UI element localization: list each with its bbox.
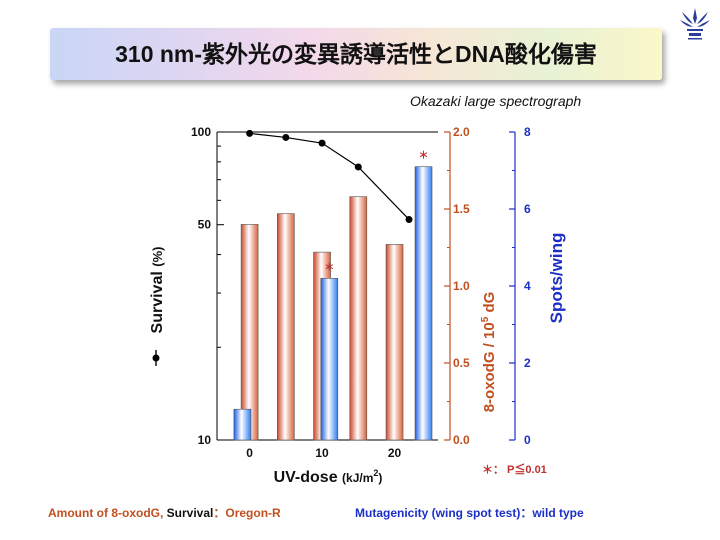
spots-bar	[414, 166, 433, 441]
source-note: Okazaki large spectrograph	[410, 93, 582, 109]
line-layer	[246, 129, 413, 223]
survival-point	[246, 129, 254, 137]
footer-right: Mutagenicity (wing spot test)：wild type	[355, 506, 584, 520]
slide-title: 310 nm-紫外光の変異誘導活性とDNA酸化傷害	[115, 41, 597, 67]
left-axis-label-group: Survival (%)	[149, 247, 166, 366]
left-tick-label: 10	[198, 433, 212, 447]
right-tick-label: 2	[524, 356, 531, 370]
right-axis-label: Spots/wing	[547, 233, 566, 324]
left-tick-label: 50	[198, 218, 212, 232]
bars-layer	[233, 166, 433, 441]
significance-marker: ＊	[324, 261, 334, 273]
survival-point	[318, 139, 326, 147]
x-axis-label: UV-dose (kJ/m2)	[274, 468, 383, 486]
footer-left-strain: ：Oregon-R	[213, 506, 281, 520]
survival-line	[249, 132, 410, 220]
right-tick-label: 8	[524, 125, 531, 139]
survival-point	[282, 133, 290, 141]
right-axis-label-group: Spots/wing	[547, 233, 566, 324]
oxodg-bar	[240, 224, 259, 441]
x-tick-label: 0	[246, 446, 253, 460]
right-tick-label: 6	[524, 202, 531, 216]
mid-axis-label: 8-oxodG / 105 dG	[480, 292, 498, 413]
oxodg-bar	[277, 213, 295, 441]
spots-bar	[320, 277, 339, 441]
footer-left-survival: Survival	[166, 506, 214, 520]
mid-tick-label: 1.0	[453, 279, 470, 293]
footer-left: Amount of 8-oxodG, Survival：Oregon-R	[48, 504, 281, 521]
right-tick-label: 4	[524, 279, 531, 293]
mid-tick-label: 0.0	[453, 433, 470, 447]
right-tick-label: 0	[524, 433, 531, 447]
mid-axis-label-group: 8-oxodG / 105 dG	[480, 292, 498, 413]
mid-tick-label: 0.5	[453, 356, 470, 370]
survival-point	[405, 215, 413, 223]
left-tick-label: 100	[191, 125, 211, 139]
left-axis-label: Survival (%)	[149, 247, 166, 334]
mid-tick-label: 1.5	[453, 202, 470, 216]
significance-marker: ＊	[419, 150, 429, 162]
university-crest-icon	[680, 8, 710, 40]
footer-left-8oxodg: Amount of 8-oxodG,	[48, 506, 167, 520]
oxodg-bar	[349, 196, 368, 441]
legend-dot-marker	[152, 354, 160, 362]
oxodg-bar	[385, 244, 404, 441]
mid-tick-label: 2.0	[453, 125, 470, 139]
x-tick-label: 10	[315, 446, 329, 460]
survival-point	[354, 163, 362, 171]
significance-note: ＊： P≦0.01	[482, 464, 547, 476]
x-tick-label: 20	[388, 446, 402, 460]
title-banner: 310 nm-紫外光の変異誘導活性とDNA酸化傷害	[50, 28, 662, 80]
spots-bar	[233, 408, 252, 441]
